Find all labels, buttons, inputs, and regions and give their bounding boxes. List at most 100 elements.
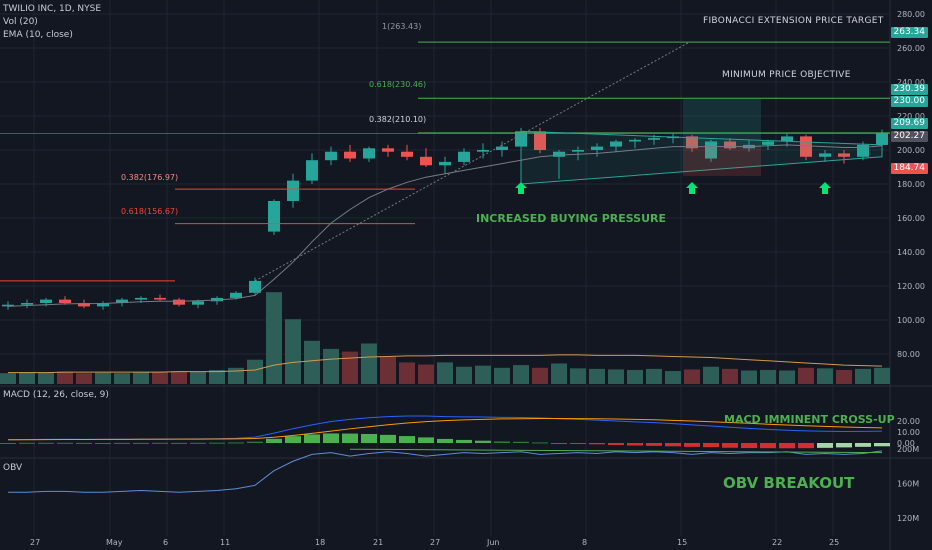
- volume-bar: [114, 373, 130, 384]
- macd-histogram-bar: [646, 443, 662, 446]
- volume-bar: [361, 343, 377, 384]
- macd-histogram-bar: [608, 443, 624, 445]
- volume-bar: [608, 369, 624, 384]
- macd-histogram-bar: [95, 443, 111, 444]
- time-tick-label: 6: [163, 538, 168, 547]
- volume-bar: [209, 369, 225, 384]
- macd-legend: MACD (12, 26, close, 9): [3, 390, 109, 400]
- volume-bar: [779, 370, 795, 384]
- volume-legend: Vol (20): [3, 17, 38, 27]
- buying-pressure-label: INCREASED BUYING PRESSURE: [476, 212, 667, 225]
- macd-histogram-bar: [247, 441, 263, 443]
- candle-body: [629, 139, 641, 142]
- candle-body: [610, 141, 622, 147]
- volume-bar: [798, 367, 814, 384]
- macd-histogram-bar: [418, 437, 434, 443]
- macd-histogram-bar: [494, 441, 510, 443]
- macd-histogram-bar: [114, 442, 130, 444]
- candle-body: [648, 138, 660, 140]
- macd-histogram-bar: [760, 443, 776, 449]
- obv-trendline: [349, 448, 883, 454]
- macd-histogram-bar: [513, 441, 529, 443]
- candle-body: [40, 299, 52, 303]
- buy-arrow-1: [686, 182, 698, 194]
- candle-body: [230, 292, 242, 298]
- candle-body: [420, 156, 432, 166]
- candle-body: [249, 280, 261, 293]
- candle-body: [97, 303, 109, 307]
- candle-body: [762, 141, 774, 145]
- volume-bar: [703, 366, 719, 384]
- fib-0382-lower-label: 0.382(176.97): [121, 173, 179, 182]
- volume-bar: [551, 363, 567, 384]
- time-tick-label: 25: [829, 538, 839, 547]
- obv-legend: OBV: [3, 463, 23, 473]
- candle-body: [686, 136, 698, 149]
- price-tag-209: 209.69: [890, 118, 928, 129]
- volume-bar: [228, 367, 244, 384]
- volume-bar: [133, 372, 149, 384]
- fib-0618-lower-label: 0.618(156.67): [121, 207, 179, 216]
- price-tick-label: 100.00: [897, 316, 925, 325]
- macd-histogram-bar: [703, 443, 719, 448]
- volume-bar: [475, 365, 491, 384]
- time-tick-label: Jun: [486, 538, 500, 547]
- time-tick-label: 8: [582, 538, 587, 547]
- volume-bar: [57, 371, 73, 384]
- candle-body: [21, 303, 33, 305]
- stop-zone: [683, 146, 761, 176]
- macd-histogram-bar: [228, 442, 244, 444]
- candle-body: [705, 141, 717, 159]
- price-tick-label: 220.00: [897, 112, 925, 121]
- macd-histogram-bar: [38, 442, 54, 444]
- axes: 80.00100.00120.00140.00160.00180.00200.0…: [30, 10, 925, 547]
- candle-body: [344, 151, 356, 159]
- candle-body: [458, 151, 470, 162]
- candle-body: [363, 148, 375, 159]
- time-tick-label: 22: [772, 538, 782, 547]
- macd-histogram-bar: [0, 443, 16, 444]
- time-tick-label: 15: [677, 538, 687, 547]
- time-tick-label: 18: [315, 538, 325, 547]
- volume-bar: [171, 371, 187, 384]
- fib-0382-upper-label: 0.382(210.10): [369, 115, 427, 124]
- macd-histogram-bar: [475, 440, 491, 443]
- volume-ma-line: [8, 354, 883, 374]
- macd-histogram-bar: [779, 443, 795, 449]
- price-tick-label: 200.00: [897, 146, 925, 155]
- price-tag-230: 230.00: [890, 96, 928, 107]
- price-tag-263: 263.34: [890, 27, 928, 38]
- macd-histogram-bar: [152, 442, 168, 444]
- price-tag-202: 202.27: [890, 131, 928, 142]
- price-tick-label: 120.00: [897, 282, 925, 291]
- candle-body: [268, 201, 280, 232]
- volume-bar: [874, 367, 890, 384]
- volume-bar: [342, 351, 358, 384]
- obv-breakout-label: OBV BREAKOUT: [723, 474, 855, 492]
- volume-bar: [665, 371, 681, 384]
- candle-body: [325, 151, 337, 161]
- volume-bar: [380, 357, 396, 384]
- volume-bar: [513, 365, 529, 384]
- price-tick-label: 160.00: [897, 214, 925, 223]
- volume-bar: [38, 372, 54, 384]
- volume-bar: [532, 367, 548, 384]
- volume-bar: [456, 366, 472, 384]
- time-tick-label: May: [106, 538, 123, 547]
- candle-body: [116, 299, 128, 303]
- volume-bar: [399, 362, 415, 384]
- macd-histogram-bar: [684, 443, 700, 447]
- macd-cross-label: MACD IMMINENT CROSS-UP: [724, 413, 895, 426]
- candle-body: [439, 161, 451, 166]
- triangle-pattern: [520, 130, 883, 185]
- volume-bar: [646, 368, 662, 384]
- minimum-objective-label: MINIMUM PRICE OBJECTIVE: [722, 70, 851, 80]
- obv-line: [8, 450, 883, 493]
- macd-histogram-bar: [456, 439, 472, 443]
- macd-histogram-bar: [722, 443, 738, 448]
- volume-bar: [190, 371, 206, 384]
- candles: [2, 127, 888, 310]
- volume-bar: [19, 372, 35, 384]
- candle-body: [572, 150, 584, 152]
